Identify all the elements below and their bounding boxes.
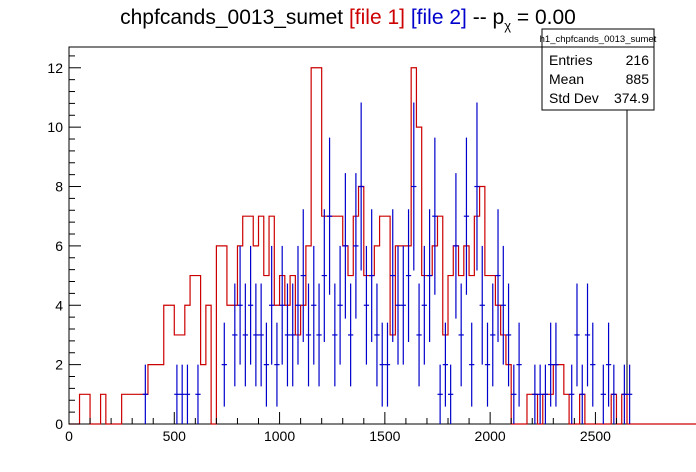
y-tick-label: 6 [55,238,63,254]
y-tick-label: 0 [55,416,63,432]
stats-box-frame [541,28,655,111]
y-tick-label: 2 [55,357,63,373]
chart-title: chpfcands_0013_sumet [file 1] [file 2] -… [0,6,696,33]
stats-entries-value: 216 [626,52,650,68]
stats-name: h1_chpfcands_0013_sumet [540,34,657,45]
stats-entries-label: Entries [549,52,593,68]
chart-title-value: = 0.00 [516,6,576,29]
chart-title-main: chpfcands_0013_sumet [120,6,344,29]
chart-title-file1: [file 1] [348,6,405,29]
x-tick-label: 500 [163,428,187,444]
chart-title-sep: -- p [472,6,505,29]
series-file1-step [69,67,696,425]
y-tick-label: 12 [47,60,63,76]
chart-title-chi: χ [504,18,512,33]
stats-std-dev-label: Std Dev [549,90,599,106]
x-tick-label: 1500 [369,428,400,444]
stats-mean-value: 885 [626,71,650,87]
stats-std-dev-value: 374.9 [614,90,649,106]
stats-mean-label: Mean [549,71,584,87]
x-tick-label: 0 [65,428,73,444]
stats-box: h1_chpfcands_0013_sumet Entries 216 Mean 885… [540,28,657,111]
series-file2 [142,102,633,424]
y-tick-label: 4 [55,297,63,313]
x-tick-label: 1000 [264,428,295,444]
chart-title-file2: [file 2] [410,6,467,29]
plot-frame [68,46,628,425]
x-tick-label: 2000 [475,428,506,444]
y-tick-label: 10 [47,119,63,135]
y-tick-label: 8 [55,179,63,195]
x-tick-label: 2500 [580,428,611,444]
